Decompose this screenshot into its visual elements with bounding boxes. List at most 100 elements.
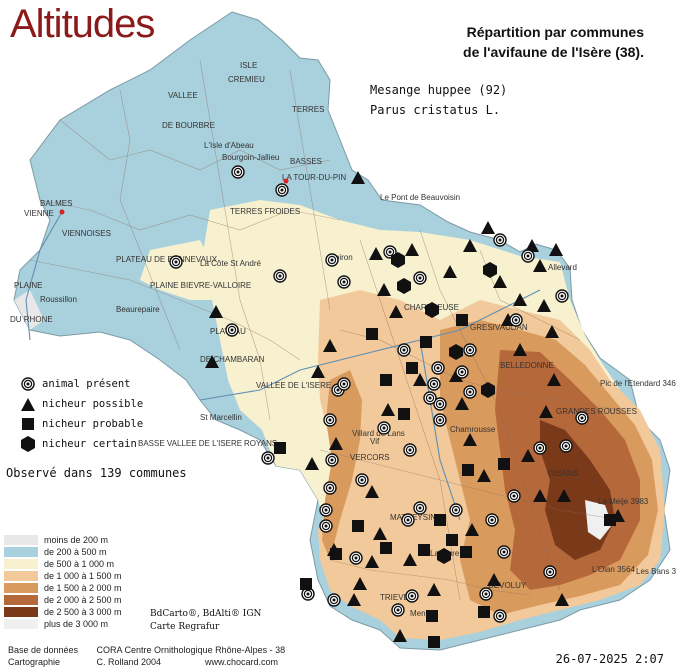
possible-breeder-marker [443,265,457,278]
place-label: St Marcellin [200,413,242,422]
place-label: Le Pont de Beauvoisin [380,193,460,202]
vienne-city-marker [59,209,65,215]
legend-row-present: animal présent [20,374,143,394]
possible-breeder-marker [351,171,365,184]
altitude-row: de 2 500 à 3 000 m [4,606,122,618]
place-label: La Meije 3983 [598,497,649,506]
altitude-legend: moins de 200 m de 200 à 500 m de 500 à 1… [4,534,122,630]
place-label: VALLEE DE L'ISERE [256,381,331,390]
place-label: Pic de l'Etendard 3464 [600,379,676,388]
possible-breeder-marker [427,583,441,596]
possible-breeder-marker [323,339,337,352]
hexagon-icon [21,436,35,452]
heading-line-1: Répartition par communes [466,24,644,40]
possible-breeder-marker [557,489,571,502]
animal-present-marker [325,253,339,267]
legend-label: nicheur certain [42,438,137,450]
animal-present-marker [319,503,333,517]
place-label: BELLEDONNE [500,361,554,370]
animal-present-marker [427,377,441,391]
animal-present-marker [401,513,415,527]
possible-breeder-marker [463,239,477,252]
legend-row-certain: nicheur certain [20,434,143,454]
possible-breeder-marker [205,355,219,368]
animal-present-marker [463,343,477,357]
map-heading: Répartition par communes de l'avifaune d… [384,22,644,62]
altitude-label: moins de 200 m [44,535,109,545]
probable-breeder-marker [352,520,364,532]
animal-present-marker [403,443,417,457]
altitude-swatch [4,535,38,545]
symbol-legend: animal présent nicheur possible nicheur … [20,374,143,454]
animal-present-marker [327,593,341,607]
altitude-row: de 1 000 à 1 500 m [4,570,122,582]
probable-breeder-marker [434,514,446,526]
place-label: OISANS [548,469,578,478]
possible-breeder-marker [373,527,387,540]
triangle-icon [21,398,35,411]
animal-present-marker [497,545,511,559]
altitude-swatch [4,571,38,581]
certain-breeder-marker [397,278,411,294]
certain-breeder-marker [425,302,439,318]
credits-block: Base de données CORA Centre Ornithologiq… [8,644,285,668]
probable-breeder-marker [274,442,286,454]
probable-breeder-marker [460,546,472,558]
place-label: Bourgoin-Jallieu [222,153,279,162]
altitude-row: moins de 200 m [4,534,122,546]
probable-breeder-marker [406,362,418,374]
probable-breeder-marker [300,578,312,590]
probable-breeder-marker [462,464,474,476]
place-label: DE BOURBRE [162,121,215,130]
animal-present-marker [543,565,557,579]
animal-present-marker [391,603,405,617]
probable-breeder-marker [420,336,432,348]
animal-present-marker [225,323,239,337]
possible-breeder-marker [209,305,223,318]
bievre-plateau-zone [140,240,215,300]
map-source-credits: BdCarto®, BdAlti® IGN Carte Regrafur [150,608,261,634]
place-label: Allevard [548,263,577,272]
animal-present-marker [323,481,337,495]
animal-present-marker [507,489,521,503]
credits-carto-value: C. Rolland 2004 [96,657,162,667]
possible-breeder-marker [347,593,361,606]
animal-present-marker [493,609,507,623]
altitude-swatch [4,583,38,593]
animal-present-marker [423,391,437,405]
legend-label: animal présent [42,378,131,390]
possible-breeder-marker [369,247,383,260]
probable-breeder-marker [380,542,392,554]
possible-breeder-marker [493,275,507,288]
place-label: ISLE [240,61,257,70]
animal-present-marker [397,343,411,357]
animal-present-marker [449,503,463,517]
place-label: Vif [370,437,380,446]
possible-breeder-marker [533,489,547,502]
square-icon [22,418,34,430]
possible-breeder-marker [393,629,407,642]
map-source-line-2: Carte Regrafur [150,622,220,632]
possible-breeder-marker [403,553,417,566]
target-icon [21,377,35,391]
possible-breeder-marker [549,243,563,256]
place-label: TERRES FROIDES [230,207,300,216]
altitude-row: de 2 000 à 2 500 m [4,594,122,606]
possible-breeder-marker [547,373,561,386]
animal-present-marker [273,269,287,283]
place-label: PLATEAU DE BONNEVAUX [116,255,218,264]
animal-present-marker [319,519,333,533]
altitude-label: de 200 à 500 m [44,547,107,557]
summit-zone [585,500,612,540]
species-common-name: Mesange huppee (92) [370,83,508,97]
place-label: BASSES [290,157,322,166]
possible-breeder-marker [545,325,559,338]
possible-breeder-marker [377,283,391,296]
la-tour-du-pin-city-marker [283,178,289,184]
possible-breeder-marker [413,373,427,386]
probable-breeder-marker [366,328,378,340]
place-label: MATHEYSINE [390,513,441,522]
credits-carto-label: Cartographie [8,657,61,667]
possible-breeder-marker [389,305,403,318]
